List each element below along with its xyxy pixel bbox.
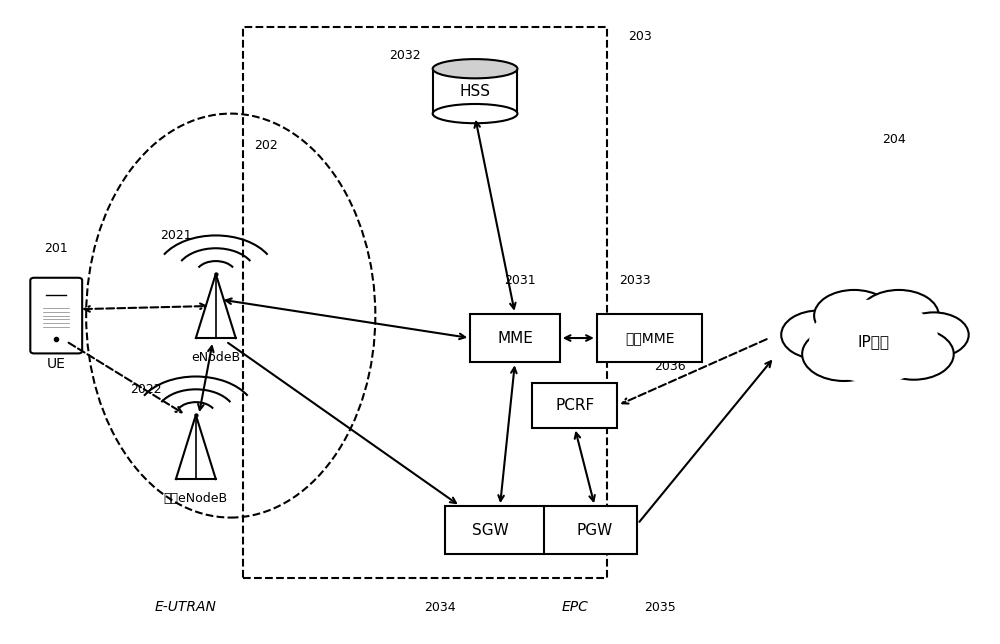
Circle shape [899, 312, 969, 357]
FancyBboxPatch shape [597, 314, 702, 362]
Circle shape [859, 290, 939, 341]
FancyBboxPatch shape [433, 69, 517, 113]
Text: 2033: 2033 [619, 274, 650, 287]
Text: SGW: SGW [472, 523, 508, 538]
FancyBboxPatch shape [445, 506, 637, 554]
Text: E-UTRAN: E-UTRAN [155, 600, 217, 614]
Text: 201: 201 [44, 242, 68, 255]
FancyBboxPatch shape [532, 383, 617, 428]
FancyBboxPatch shape [470, 314, 560, 362]
Text: IP业务: IP业务 [858, 334, 890, 349]
Text: 2034: 2034 [424, 601, 456, 614]
Text: 2035: 2035 [644, 601, 675, 614]
Circle shape [874, 328, 954, 380]
Text: EPC: EPC [561, 600, 588, 614]
Text: 2032: 2032 [389, 50, 421, 62]
Text: PGW: PGW [577, 523, 613, 538]
Circle shape [814, 290, 894, 341]
Text: 203: 203 [628, 30, 651, 43]
Text: eNodeB: eNodeB [191, 351, 240, 364]
Text: MME: MME [497, 330, 533, 346]
Text: 202: 202 [254, 139, 278, 152]
FancyBboxPatch shape [30, 278, 82, 354]
Text: 204: 204 [882, 133, 906, 146]
Ellipse shape [433, 104, 517, 123]
Text: UE: UE [47, 357, 66, 371]
Text: 2036: 2036 [654, 361, 685, 374]
Circle shape [809, 299, 939, 383]
Text: 2022: 2022 [130, 383, 162, 396]
Ellipse shape [433, 59, 517, 79]
Text: 其它MME: 其它MME [625, 331, 674, 345]
Text: 2031: 2031 [504, 274, 536, 287]
Circle shape [802, 327, 886, 381]
Text: 其它eNodeB: 其它eNodeB [164, 492, 228, 505]
Text: 2021: 2021 [160, 229, 192, 242]
Text: PCRF: PCRF [555, 398, 594, 413]
Circle shape [781, 310, 857, 359]
Text: HSS: HSS [460, 84, 491, 99]
Circle shape [829, 322, 919, 380]
